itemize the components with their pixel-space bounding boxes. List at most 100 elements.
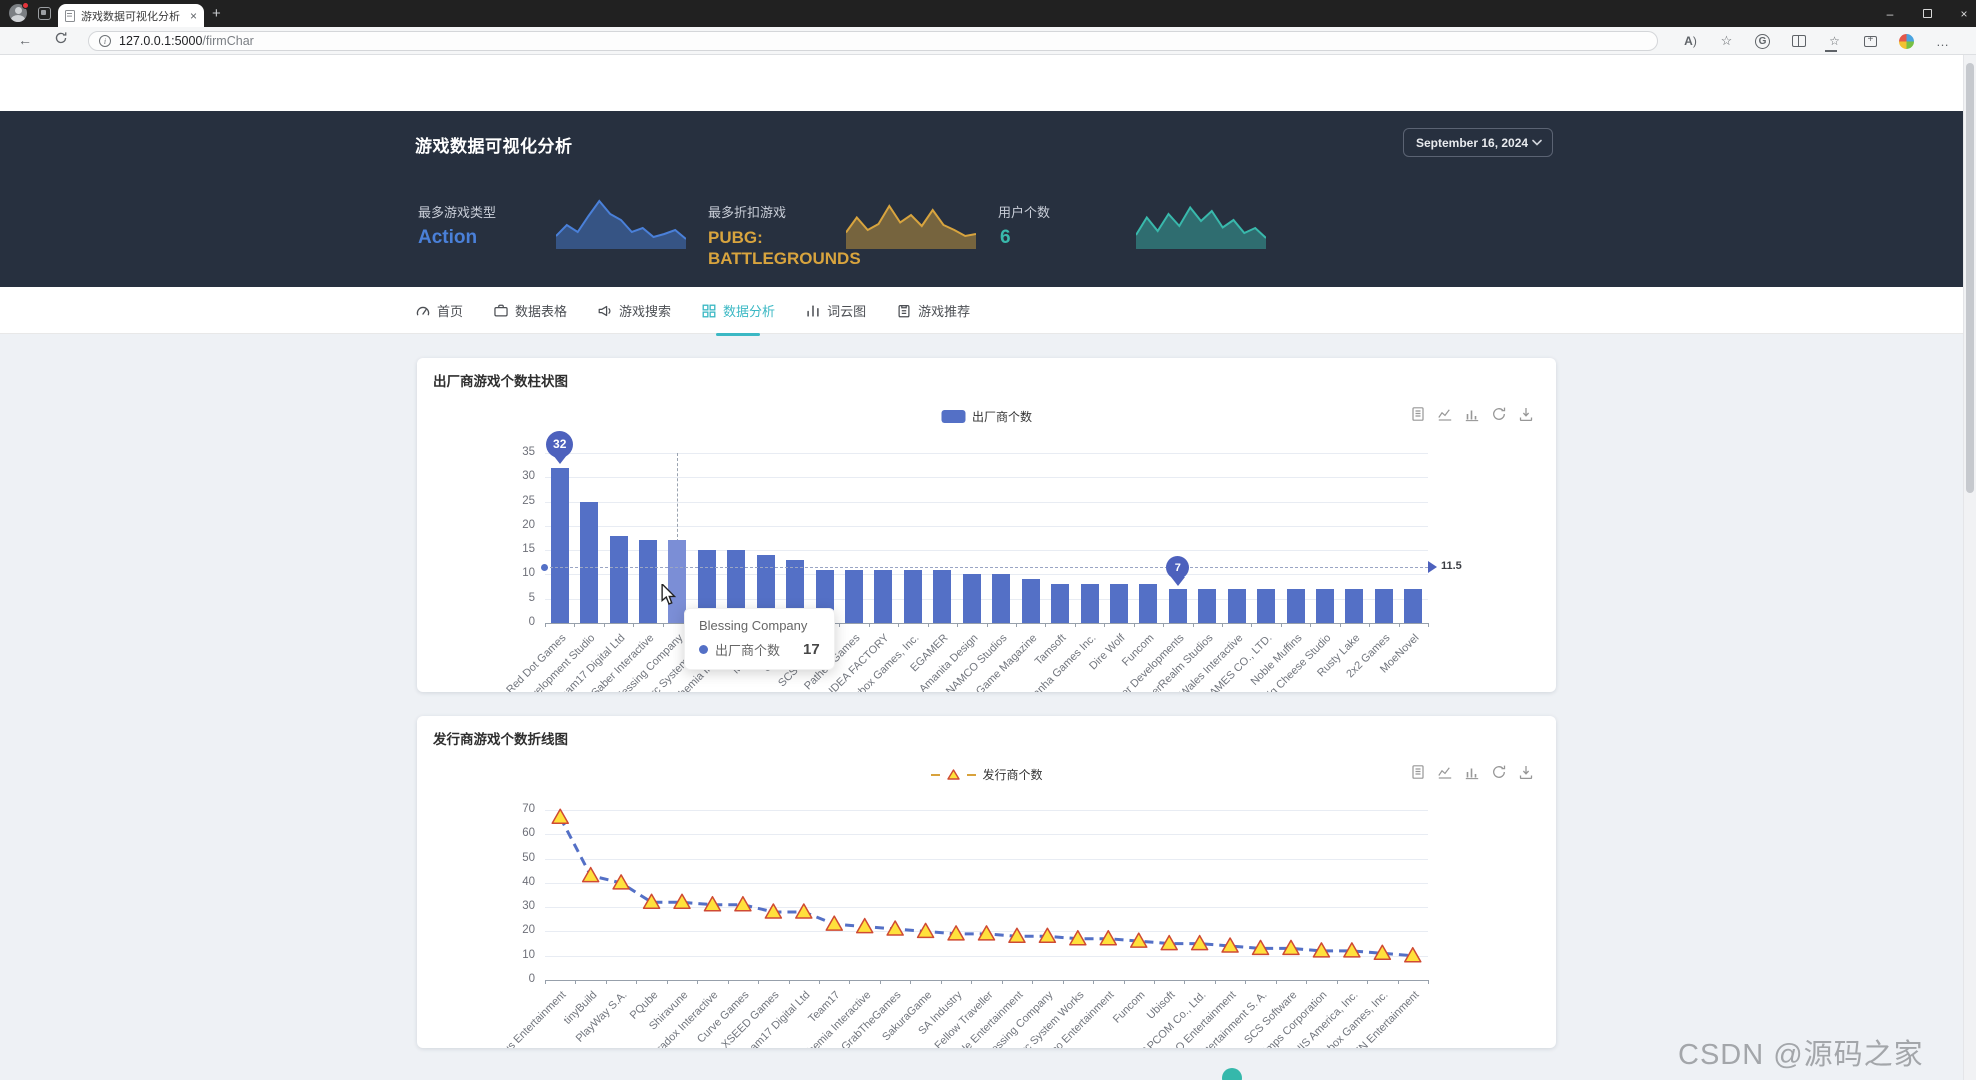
bar[interactable] bbox=[1109, 584, 1128, 623]
favorite-star-icon[interactable]: ☆ bbox=[1720, 33, 1733, 48]
bar[interactable] bbox=[786, 559, 805, 623]
nav-tabs: 首页 数据表格 游戏搜索 数据分析 词云图 游戏推荐 bbox=[415, 287, 970, 334]
markline-arrow-icon bbox=[1428, 561, 1443, 574]
data-view-icon[interactable] bbox=[1410, 764, 1426, 780]
browser-profile-avatar[interactable] bbox=[9, 2, 29, 23]
sparkline-type bbox=[556, 199, 686, 249]
bar[interactable] bbox=[1139, 584, 1158, 623]
bar[interactable] bbox=[697, 550, 716, 623]
save-image-icon[interactable] bbox=[1518, 406, 1534, 422]
x-axis-tick bbox=[1398, 623, 1400, 627]
bar[interactable] bbox=[903, 569, 922, 623]
x-axis-tick bbox=[986, 623, 988, 627]
bar[interactable] bbox=[1374, 589, 1393, 623]
nav-tab-4[interactable]: 数据分析 bbox=[701, 287, 775, 334]
bar[interactable] bbox=[1198, 589, 1217, 623]
restore-icon[interactable] bbox=[1491, 406, 1507, 422]
y-axis-tick-label: 0 bbox=[528, 616, 535, 628]
bar[interactable] bbox=[1257, 589, 1276, 623]
browser-tab[interactable]: 游戏数据可视化分析 × bbox=[58, 4, 204, 27]
nav-tab-label: 数据表格 bbox=[515, 304, 568, 319]
bar[interactable] bbox=[1021, 579, 1040, 623]
bar[interactable] bbox=[639, 540, 658, 623]
x-axis-tick bbox=[727, 980, 729, 984]
nav-tab-2[interactable]: 数据表格 bbox=[493, 287, 567, 334]
more-menu-icon[interactable]: … bbox=[1936, 33, 1949, 49]
bar[interactable] bbox=[756, 555, 775, 623]
chart-toolbox bbox=[1410, 406, 1534, 422]
line-chart-legend[interactable]: 发行商个数 bbox=[930, 766, 1043, 783]
x-axis-tick bbox=[1339, 623, 1341, 627]
refresh-icon[interactable] bbox=[54, 31, 68, 48]
url-bar[interactable]: i 127.0.0.1:5000/firmChar bbox=[88, 31, 1658, 51]
page-title: 游戏数据可视化分析 bbox=[415, 137, 573, 156]
gridline bbox=[545, 931, 1428, 933]
bar[interactable] bbox=[992, 574, 1011, 623]
workspaces-icon[interactable] bbox=[38, 7, 51, 20]
nav-tab-6[interactable]: 游戏推荐 bbox=[896, 287, 970, 334]
bar[interactable] bbox=[668, 540, 687, 623]
bar[interactable] bbox=[874, 569, 893, 623]
bar[interactable] bbox=[1168, 589, 1187, 623]
close-tab-icon[interactable]: × bbox=[189, 8, 197, 23]
bar[interactable] bbox=[1227, 589, 1246, 623]
nav-tab-3[interactable]: 游戏搜索 bbox=[597, 287, 671, 334]
save-image-icon[interactable] bbox=[1518, 764, 1534, 780]
bar-chart-legend[interactable]: 出厂商个数 bbox=[940, 408, 1032, 425]
bar[interactable] bbox=[1051, 584, 1070, 623]
x-axis-tick bbox=[1428, 623, 1429, 627]
bar[interactable] bbox=[1315, 589, 1334, 623]
bar[interactable] bbox=[727, 550, 746, 623]
bar[interactable] bbox=[550, 467, 569, 623]
restore-icon[interactable] bbox=[1491, 764, 1507, 780]
nav-tab-label: 游戏推荐 bbox=[918, 304, 971, 319]
notification-dot bbox=[22, 2, 29, 9]
x-axis-tick bbox=[603, 623, 605, 627]
data-view-icon[interactable] bbox=[1410, 406, 1426, 422]
nav-tab-label: 词云图 bbox=[827, 304, 867, 319]
nav-tab-label: 游戏搜索 bbox=[619, 304, 672, 319]
bar[interactable] bbox=[1404, 589, 1423, 623]
y-axis-tick-label: 50 bbox=[522, 851, 535, 864]
close-window-icon[interactable]: × bbox=[1960, 6, 1968, 21]
bar[interactable] bbox=[962, 574, 981, 623]
bar[interactable] bbox=[845, 569, 864, 623]
bar-chart-icon[interactable] bbox=[1464, 764, 1480, 780]
line-chart-icon[interactable] bbox=[1437, 406, 1453, 422]
nav-tab-1[interactable]: 首页 bbox=[415, 287, 463, 334]
favorites-bar-icon[interactable]: ☆ bbox=[1825, 32, 1844, 52]
maximize-icon[interactable] bbox=[1909, 0, 1945, 27]
bar[interactable] bbox=[1345, 589, 1364, 623]
y-axis-tick-label: 30 bbox=[522, 470, 535, 483]
read-aloud-icon[interactable]: A) bbox=[1684, 34, 1697, 48]
page-icon bbox=[65, 9, 75, 22]
x-axis-tick bbox=[758, 980, 760, 984]
date-picker[interactable]: September 16, 2024 bbox=[1403, 128, 1553, 157]
scrollbar-track[interactable] bbox=[1963, 55, 1976, 1080]
bar[interactable] bbox=[1080, 584, 1099, 623]
back-icon[interactable]: ← bbox=[18, 32, 32, 48]
mouse-cursor bbox=[661, 584, 677, 605]
line-chart-icon[interactable] bbox=[1437, 764, 1453, 780]
bar-chart-icon[interactable] bbox=[1464, 406, 1480, 422]
minimize-icon[interactable]: – bbox=[1886, 6, 1894, 21]
collections-icon[interactable] bbox=[1861, 32, 1880, 51]
bar[interactable] bbox=[609, 535, 628, 623]
markline-start-dot bbox=[541, 563, 548, 571]
x-axis-tick bbox=[605, 980, 607, 984]
translate-icon[interactable]: G bbox=[1753, 32, 1772, 51]
bar[interactable] bbox=[1286, 589, 1305, 623]
axis-pointer-line bbox=[677, 453, 679, 623]
bar[interactable] bbox=[933, 569, 952, 623]
nav-tab-5[interactable]: 词云图 bbox=[805, 287, 866, 334]
x-axis-tick bbox=[545, 623, 546, 627]
split-screen-icon[interactable] bbox=[1789, 32, 1808, 51]
site-info-icon[interactable]: i bbox=[99, 35, 111, 47]
loading-dot bbox=[1222, 1068, 1242, 1080]
x-axis-tick bbox=[1104, 623, 1106, 627]
scrollbar-thumb[interactable] bbox=[1966, 63, 1974, 493]
new-tab-button[interactable]: + bbox=[212, 5, 221, 22]
extension-icon[interactable] bbox=[1897, 32, 1916, 51]
bar[interactable] bbox=[580, 501, 599, 623]
